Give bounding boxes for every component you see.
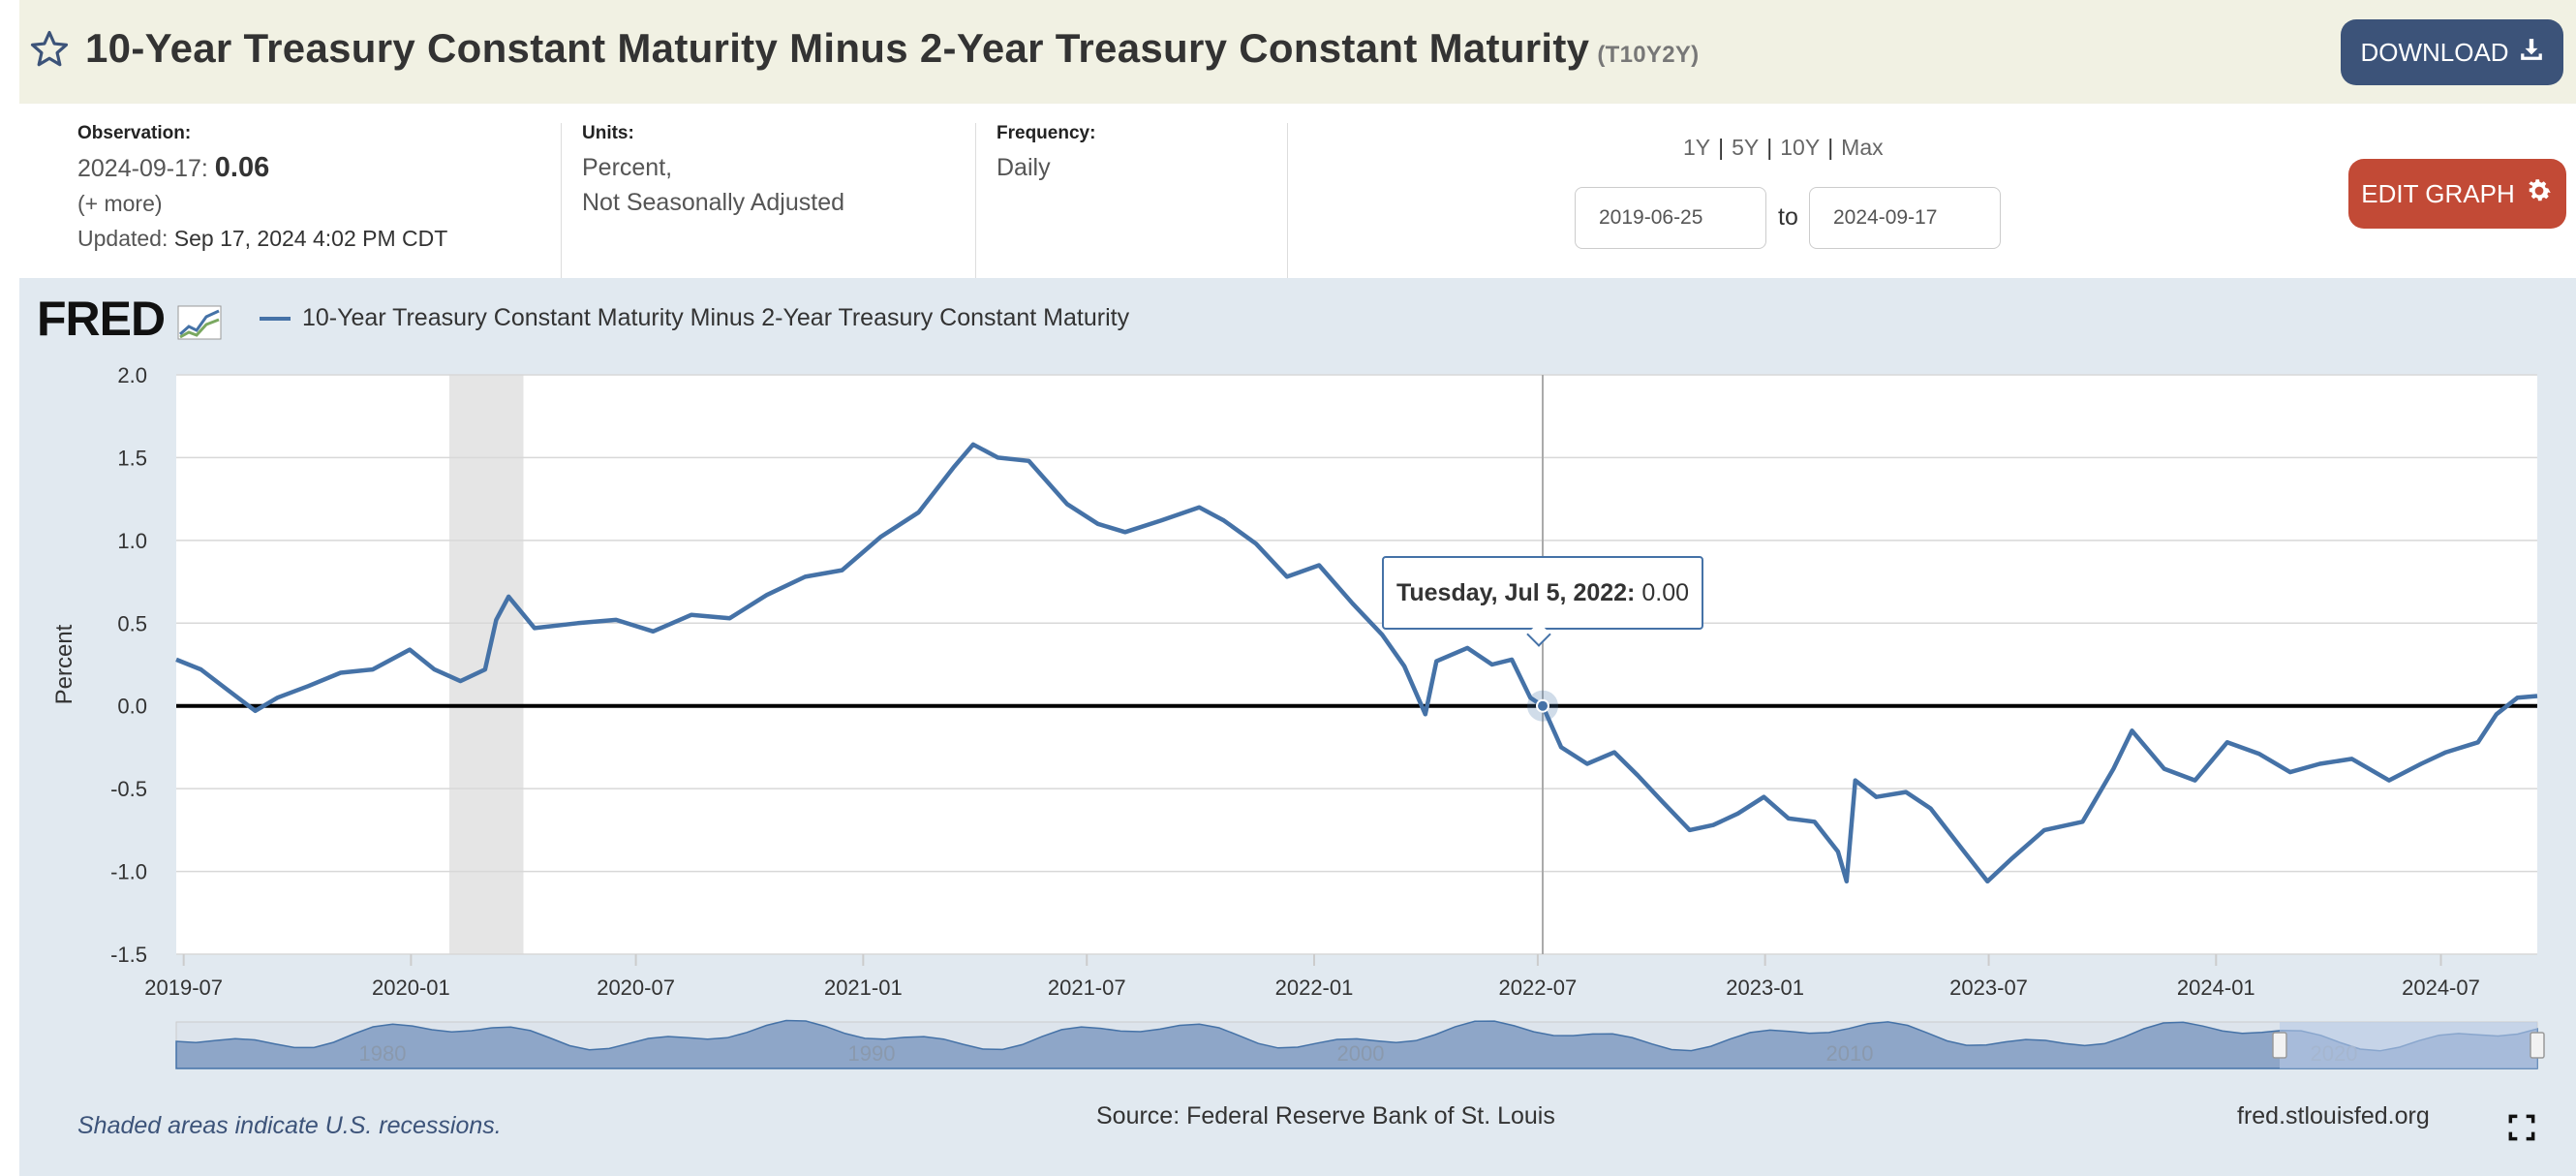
gear-icon — [2525, 176, 2554, 212]
edit-graph-label: EDIT GRAPH — [2361, 178, 2515, 208]
tooltip-date: Tuesday, Jul 5, 2022: — [1395, 578, 1636, 606]
fullscreen-icon[interactable] — [2508, 1114, 2535, 1146]
chart-tooltip: Tuesday, Jul 5, 2022: 0.00 — [1382, 556, 1703, 630]
divider — [975, 123, 976, 278]
series-title: 10-Year Treasury Constant Maturity Minus… — [85, 25, 1590, 71]
page-header: 10-Year Treasury Constant Maturity Minus… — [19, 0, 2576, 104]
source-text: Source: Federal Reserve Bank of St. Loui… — [1096, 1102, 1555, 1130]
edit-graph-button[interactable]: EDIT GRAPH — [2348, 159, 2566, 229]
page-title: 10-Year Treasury Constant Maturity Minus… — [85, 25, 1699, 72]
chart-panel — [19, 278, 2576, 1176]
units-label: Units: — [582, 123, 634, 143]
observation-block: Observation: 2024-09-17: 0.06 (+ more) U… — [77, 123, 447, 256]
start-date-input[interactable]: 2019-06-25 — [1575, 187, 1766, 249]
units-line1: Percent, — [582, 154, 673, 181]
legend-swatch — [260, 316, 291, 321]
updated-label: Updated: — [77, 226, 169, 251]
frequency-block: Frequency: Daily — [997, 123, 1095, 185]
chart-legend[interactable]: 10-Year Treasury Constant Maturity Minus… — [260, 304, 1129, 332]
updated-value: Sep 17, 2024 4:02 PM CDT — [173, 226, 448, 251]
series-id: (T10Y2Y) — [1597, 42, 1700, 68]
download-label: DOWNLOAD — [2360, 37, 2509, 67]
units-line2: Not Seasonally Adjusted — [582, 189, 845, 216]
tooltip-value: 0.00 — [1641, 578, 1690, 606]
range-links: 1Y | 5Y | 10Y | Max — [1683, 135, 1884, 160]
observation-label: Observation: — [77, 123, 192, 143]
range-5y[interactable]: 5Y — [1732, 135, 1760, 160]
observation-date: 2024-09-17: — [77, 155, 208, 182]
end-date-input[interactable]: 2024-09-17 — [1809, 187, 2001, 249]
observation-value: 0.06 — [214, 152, 270, 183]
series-meta: Observation: 2024-09-17: 0.06 (+ more) U… — [0, 104, 2576, 278]
fred-logo-text: FRED — [37, 292, 166, 346]
star-outline-icon[interactable] — [29, 29, 70, 75]
more-link[interactable]: (+ more) — [77, 191, 163, 216]
fred-chart-icon — [177, 305, 222, 340]
divider — [1287, 123, 1288, 278]
divider — [561, 123, 562, 278]
to-label: to — [1778, 203, 1798, 231]
range-10y[interactable]: 10Y — [1780, 135, 1821, 160]
source-url[interactable]: fred.stlouisfed.org — [2237, 1102, 2430, 1130]
frequency-value: Daily — [997, 154, 1051, 181]
download-button[interactable]: DOWNLOAD — [2341, 19, 2563, 85]
download-icon — [2519, 37, 2544, 69]
units-block: Units: Percent, Not Seasonally Adjusted — [582, 123, 844, 220]
legend-label: 10-Year Treasury Constant Maturity Minus… — [302, 304, 1130, 331]
fred-logo: FRED — [37, 291, 222, 347]
range-1y[interactable]: 1Y — [1683, 135, 1711, 160]
frequency-label: Frequency: — [997, 123, 1096, 143]
recession-note: Shaded areas indicate U.S. recessions. — [77, 1112, 502, 1139]
range-max[interactable]: Max — [1841, 135, 1884, 160]
